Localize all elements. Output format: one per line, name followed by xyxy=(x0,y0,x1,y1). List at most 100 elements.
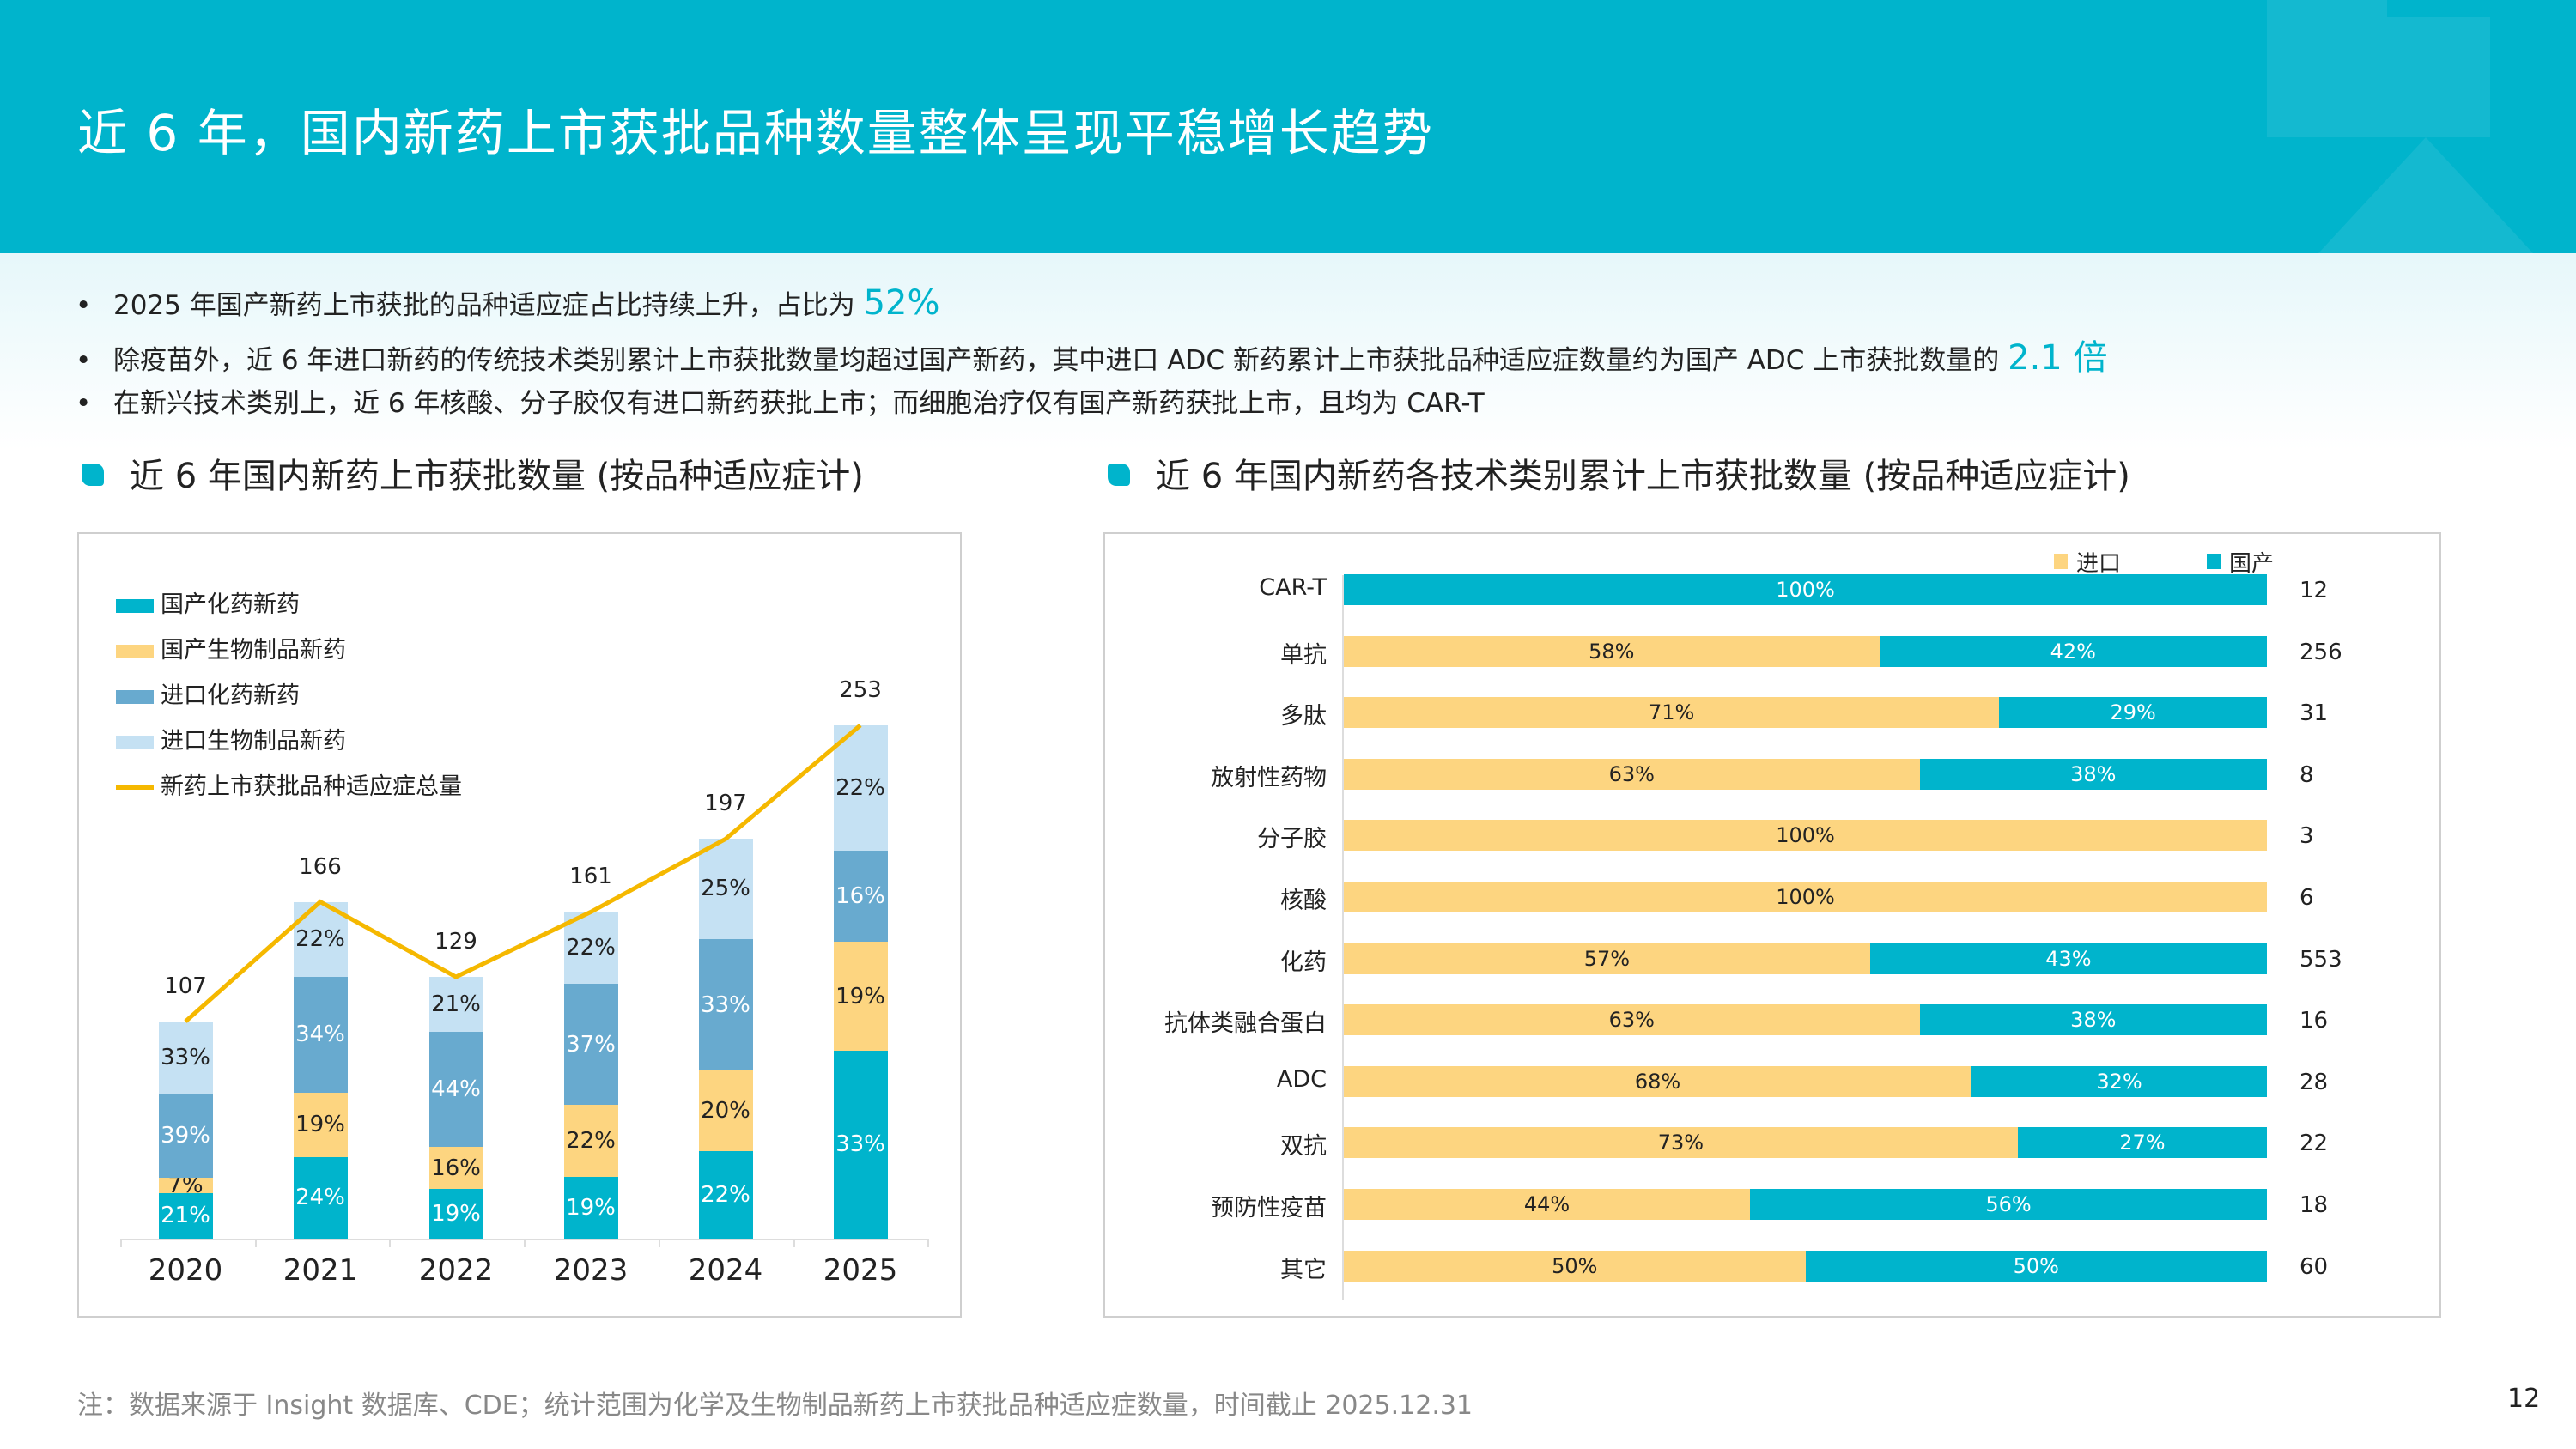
legend-label: 国产化药新药 xyxy=(161,591,300,618)
total-label: 6 xyxy=(2300,885,2314,911)
total-label: 197 xyxy=(704,791,747,817)
legend-label: 国产生物制品新药 xyxy=(161,637,346,664)
total-label: 256 xyxy=(2300,639,2342,665)
footnote: 注：数据来源于 Insight 数据库、CDE；统计范围为化学及生物制品新药上市… xyxy=(77,1391,1473,1421)
category-label: 预防性疫苗 xyxy=(1211,1195,1327,1222)
bar-segment: 33% xyxy=(158,1022,213,1094)
total-label: 3 xyxy=(2300,823,2314,850)
bar-segment: 37% xyxy=(563,984,618,1105)
page-number: 12 xyxy=(2507,1384,2541,1414)
bar-segment: 22% xyxy=(698,1150,753,1239)
x-tick-label: 2024 xyxy=(688,1253,763,1288)
total-label: 107 xyxy=(164,973,207,1000)
total-label: 253 xyxy=(839,676,882,703)
decor-shape xyxy=(2387,17,2490,137)
bar-segment: 16% xyxy=(428,1147,483,1190)
bullet-item: • 2025 年国产新药上市获批的品种适应症占比持续上升，占比为 52% xyxy=(76,283,940,323)
bullet-highlight: 2.1 倍 xyxy=(2008,338,2108,378)
bar-segment: 71% xyxy=(1344,697,2000,729)
category-label: 化药 xyxy=(1280,949,1327,976)
legend-swatch xyxy=(116,735,154,749)
total-label: 8 xyxy=(2300,761,2314,788)
legend-item: 国产生物制品新药 xyxy=(116,631,346,664)
bar-segment: 29% xyxy=(1999,697,2267,729)
bar-segment: 50% xyxy=(1805,1250,2267,1282)
section-title-right: 近 6 年国内新药各技术类别累计上市获批数量 (按品种适应症计) xyxy=(1108,448,2130,498)
bar-segment: 39% xyxy=(158,1093,213,1179)
bar-segment: 19% xyxy=(293,1092,348,1157)
total-label: 60 xyxy=(2300,1253,2329,1280)
bar-segment: 68% xyxy=(1344,1065,1971,1097)
bar-segment: 16% xyxy=(833,851,888,943)
category-label: 单抗 xyxy=(1280,641,1327,669)
bar-segment: 100% xyxy=(1344,882,2267,912)
total-label: 166 xyxy=(299,853,342,880)
total-label: 12 xyxy=(2300,578,2329,603)
bar-segment: 22% xyxy=(293,901,348,977)
page-title: 近 6 年，国内新药上市获批品种数量整体呈现平稳增长趋势 xyxy=(77,104,1434,162)
bar-segment: 19% xyxy=(833,942,888,1051)
legend-item: 国产化药新药 xyxy=(116,585,300,619)
x-axis-tick xyxy=(658,1239,660,1247)
bar-segment: 22% xyxy=(563,1104,618,1177)
x-tick-label: 2021 xyxy=(283,1253,358,1288)
x-axis-tick xyxy=(927,1239,930,1247)
bar-segment: 44% xyxy=(1344,1189,1750,1220)
left-chart-panel xyxy=(77,532,962,1318)
bar-segment: 33% xyxy=(698,938,753,1071)
bar-segment: 21% xyxy=(158,1192,213,1239)
bar-segment: 27% xyxy=(2017,1127,2267,1159)
x-axis-tick xyxy=(793,1239,795,1247)
total-label: 31 xyxy=(2300,700,2329,727)
total-label: 129 xyxy=(434,929,477,955)
bar-segment: 50% xyxy=(1344,1250,1806,1282)
category-label: CAR-T xyxy=(1259,574,1327,601)
legend-label: 国产 xyxy=(2229,551,2275,577)
bar-segment: 33% xyxy=(833,1050,888,1239)
bar-segment: 43% xyxy=(1869,943,2267,974)
x-tick-label: 2025 xyxy=(823,1253,898,1288)
total-label: 22 xyxy=(2300,1131,2329,1157)
bar-segment: 63% xyxy=(1344,1004,1920,1036)
bar-segment: 73% xyxy=(1344,1127,2018,1159)
bar-segment: 19% xyxy=(563,1176,618,1239)
bar-segment: 20% xyxy=(698,1070,753,1151)
decor-shape xyxy=(2267,0,2387,137)
legend-swatch xyxy=(2054,554,2068,569)
bar-segment: 25% xyxy=(698,839,753,939)
legend-swatch xyxy=(2207,554,2221,569)
bullet-text: 除疫苗外，近 6 年进口新药的传统技术类别累计上市获批数量均超过国产新药，其中进… xyxy=(113,345,2008,376)
category-label: 其它 xyxy=(1280,1256,1327,1283)
bar-segment: 42% xyxy=(1879,635,2267,667)
bar-segment: 7% xyxy=(158,1173,213,1198)
x-axis-tick xyxy=(120,1239,122,1247)
bar-segment: 32% xyxy=(1971,1065,2267,1097)
bar-segment: 38% xyxy=(1919,758,2267,790)
category-label: 分子胶 xyxy=(1257,826,1327,853)
bullet-item: • 在新兴技术类别上，近 6 年核酸、分子胶仅有进口新药获批上市；而细胞治疗仅有国… xyxy=(76,388,1485,419)
legend-label: 进口生物制品新药 xyxy=(161,728,346,755)
bar-segment: 22% xyxy=(833,724,888,852)
section-marker-icon xyxy=(1108,464,1130,486)
legend-swatch xyxy=(116,598,154,613)
header-banner: 近 6 年，国内新药上市获批品种数量整体呈现平稳增长趋势 xyxy=(0,0,2576,253)
legend-label: 进口化药新药 xyxy=(161,682,300,709)
bar-segment: 44% xyxy=(428,1032,483,1148)
bar-segment: 100% xyxy=(1344,820,2267,852)
total-label: 18 xyxy=(2300,1192,2329,1218)
x-axis-tick xyxy=(389,1239,392,1247)
legend-line-swatch xyxy=(116,785,154,790)
legend-swatch xyxy=(116,689,154,704)
legend-label: 进口 xyxy=(2076,551,2122,577)
bar-segment: 57% xyxy=(1344,943,1870,974)
category-label: 双抗 xyxy=(1280,1133,1327,1161)
x-axis-line xyxy=(120,1239,927,1240)
category-label: ADC xyxy=(1276,1065,1327,1093)
bar-segment: 56% xyxy=(1750,1189,2267,1220)
section-title-left: 近 6 年国内新药上市获批数量 (按品种适应症计) xyxy=(82,448,864,498)
x-axis-tick xyxy=(254,1239,257,1247)
x-tick-label: 2020 xyxy=(148,1253,223,1288)
category-label: 核酸 xyxy=(1280,888,1327,914)
bar-segment: 34% xyxy=(293,976,348,1093)
x-axis-tick xyxy=(524,1239,526,1247)
